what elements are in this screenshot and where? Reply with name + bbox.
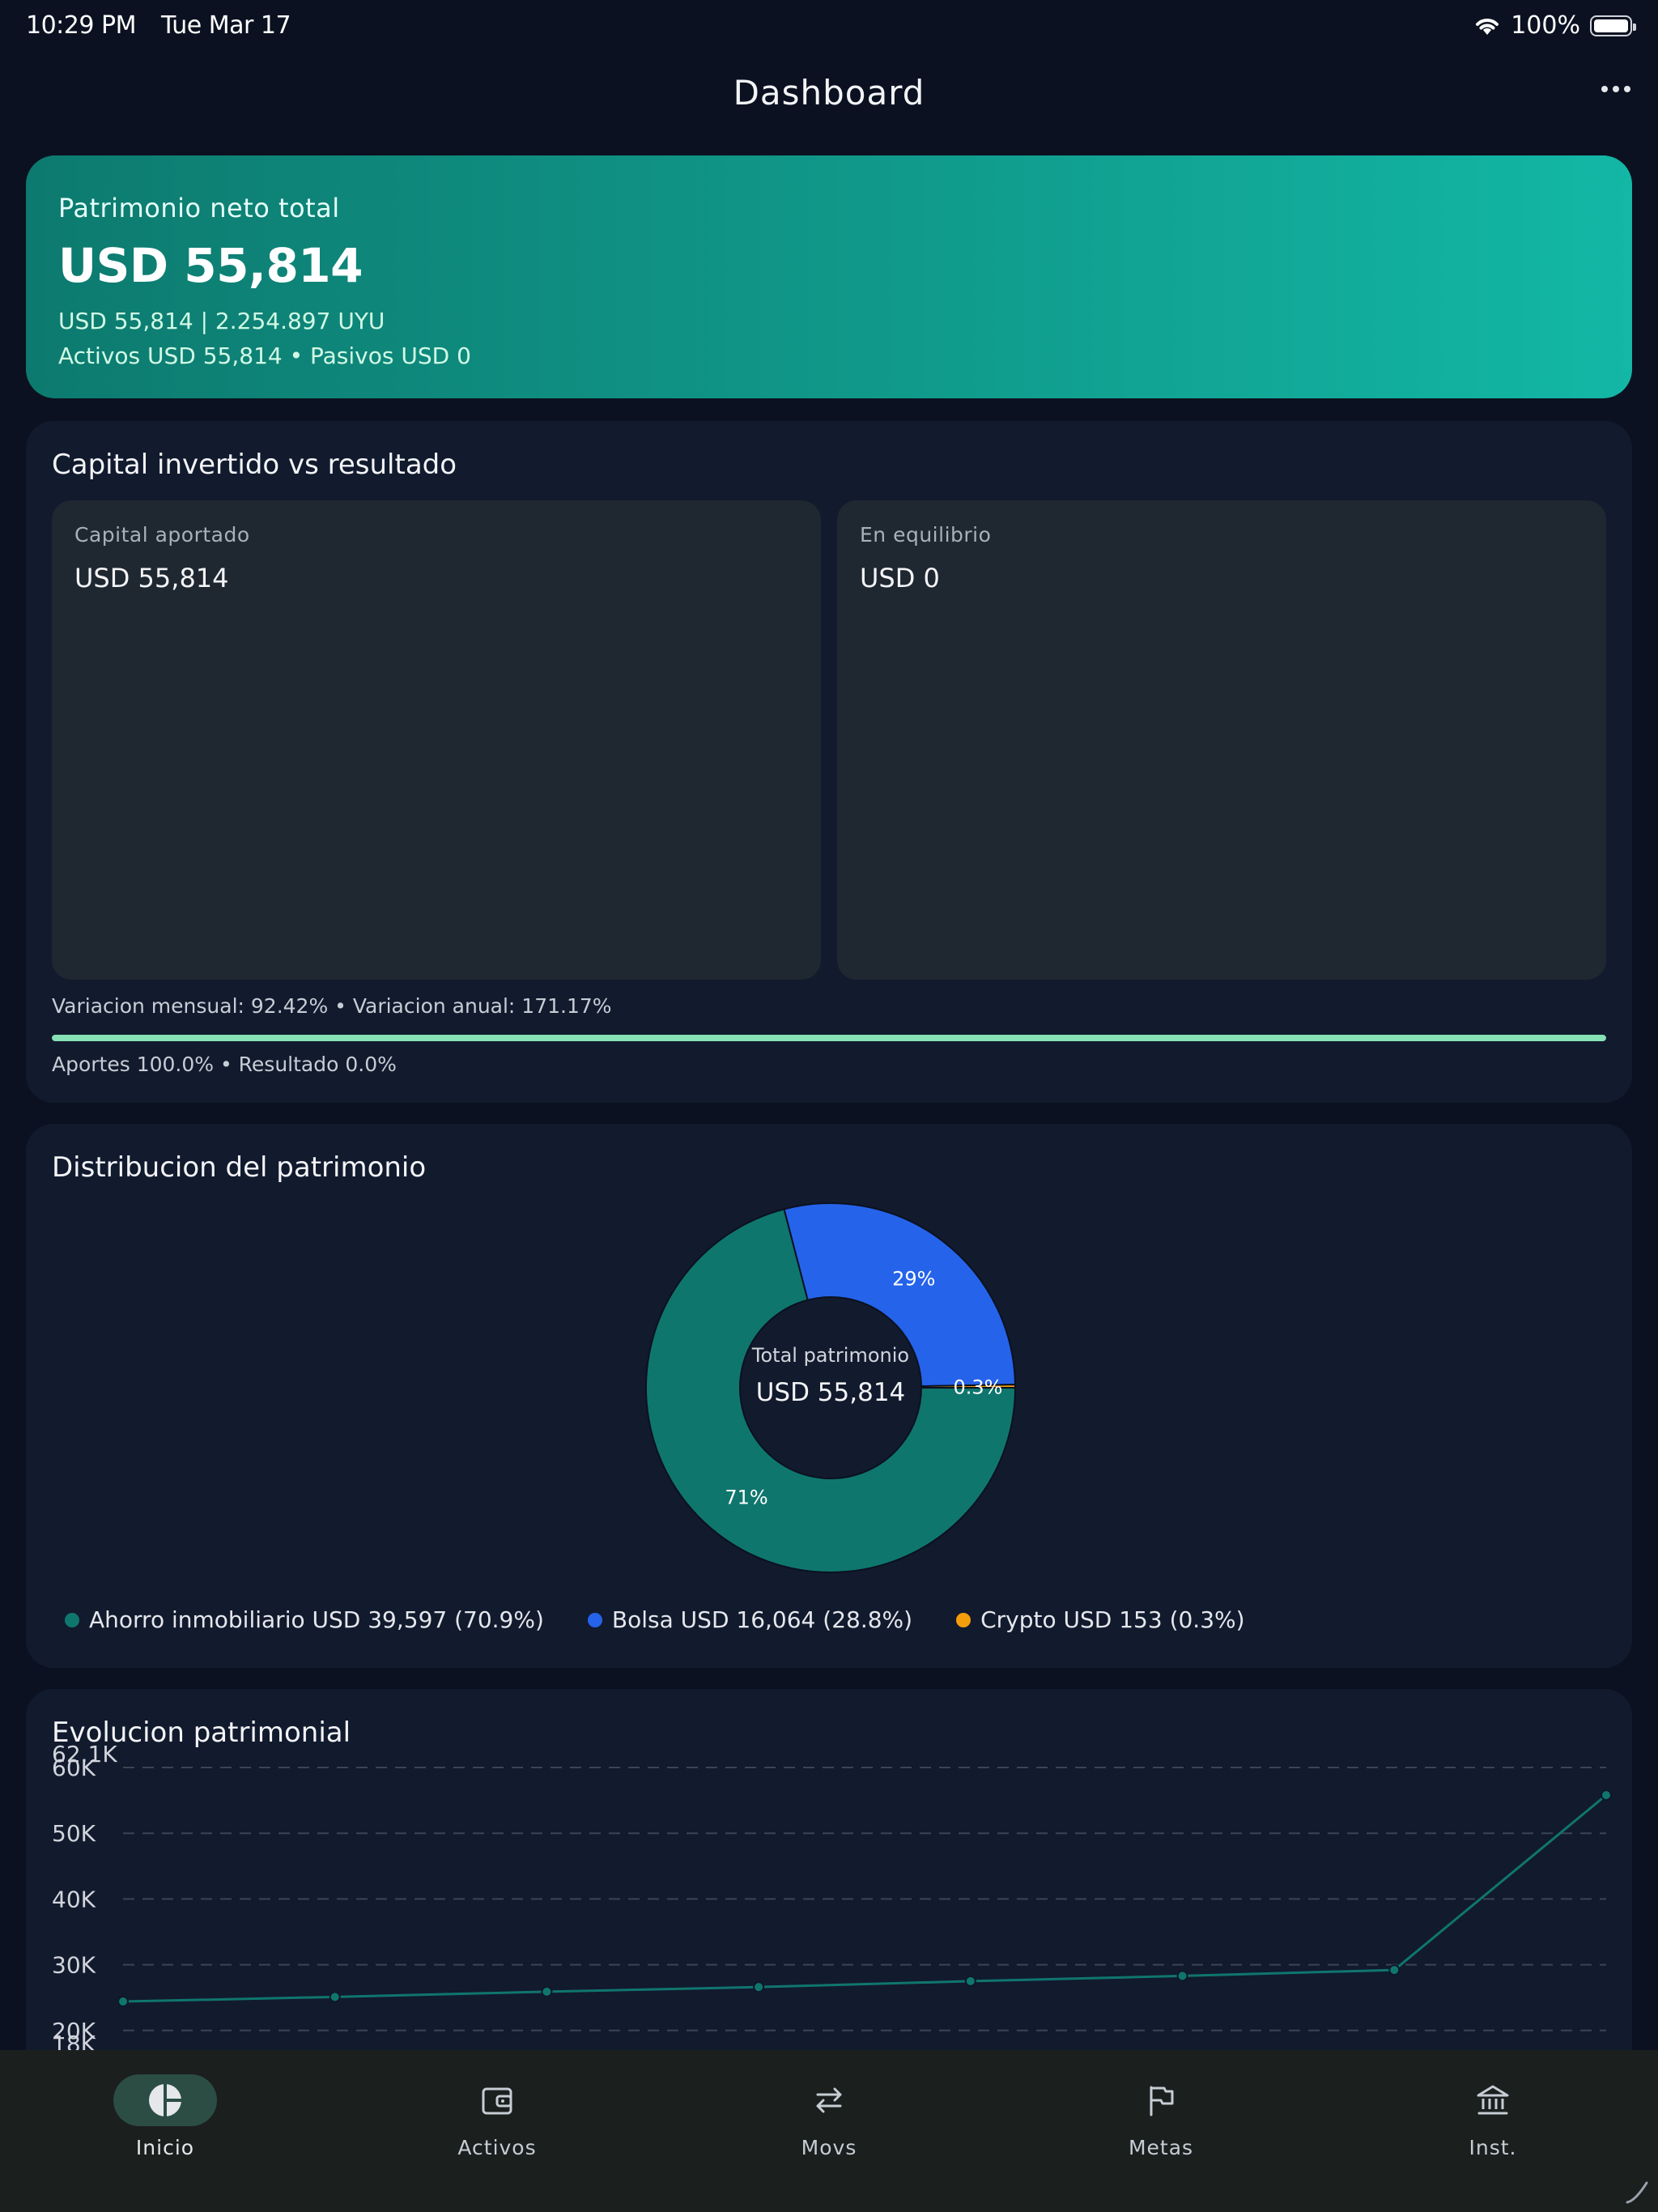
breakeven-tile: En equilibrio USD 0 [837, 500, 1606, 980]
donut-chart-wrap: 71% 29% 0.3% Total patrimonio USD 55,814 [643, 1200, 1018, 1576]
data-point [1601, 1789, 1612, 1802]
flag-icon [1150, 2086, 1174, 2116]
tab-metas[interactable]: Metas [1080, 2074, 1242, 2159]
y-tick-label: 20K [52, 2018, 96, 2044]
progress-caption: Aportes 100.0% • Resultado 0.0% [52, 1053, 397, 1076]
y-tick-label: 60K [52, 1755, 96, 1781]
donut-slice-ahorro-inmobiliario [645, 1208, 1017, 1573]
more-options-button[interactable] [1601, 86, 1630, 92]
status-bar: 10:29 PM Tue Mar 17 100% [0, 0, 1658, 52]
more-dot-icon [1601, 86, 1608, 92]
legend-label: Ahorro inmobiliario USD 39,597 (70.9%) [89, 1606, 544, 1633]
contribution-progress-bar [52, 1035, 1606, 1041]
tile-value: USD 55,814 [74, 563, 229, 593]
tab-icon-wrap [777, 2074, 881, 2126]
tab-inst[interactable]: Inst. [1412, 2074, 1574, 2159]
page-title: Dashboard [733, 73, 925, 113]
data-point [117, 1996, 129, 2008]
data-point [1176, 1970, 1188, 1982]
legend-item: Bolsa USD 16,064 (28.8%) [587, 1606, 913, 1633]
legend-dot-icon [65, 1612, 79, 1627]
status-right: 100% [1473, 11, 1636, 40]
resize-handle-icon [1626, 2181, 1648, 2204]
tab-label: Movs [801, 2136, 857, 2159]
tab-label: Inicio [135, 2136, 195, 2159]
tab-label: Activos [457, 2136, 537, 2159]
legend-item: Crypto USD 153 (0.3%) [956, 1606, 1245, 1633]
status-date: Tue Mar 17 [161, 11, 291, 40]
transfer-arrows-icon [816, 2087, 842, 2113]
legend-dot-icon [587, 1612, 602, 1627]
progress-fill [52, 1035, 1606, 1041]
capital-contributed-tile: Capital aportado USD 55,814 [52, 500, 821, 980]
card-title: Evolucion patrimonial [52, 1716, 351, 1749]
legend-label: Bolsa USD 16,064 (28.8%) [611, 1606, 913, 1633]
legend-label: Crypto USD 153 (0.3%) [980, 1606, 1245, 1633]
tab-icon-highlight [113, 2074, 217, 2126]
donut-chart: 71% 29% 0.3% [645, 1202, 1017, 1573]
tab-label: Inst. [1469, 2136, 1517, 2159]
legend-dot-icon [956, 1612, 971, 1627]
pie-chart-icon [149, 2084, 181, 2116]
tile-label: En equilibrio [860, 523, 992, 547]
tab-icon-wrap [445, 2074, 549, 2126]
battery-icon [1590, 15, 1636, 36]
tab-bar: Inicio Activos Movs Metas [0, 2050, 1658, 2212]
tile-value: USD 0 [860, 563, 940, 593]
series-line [122, 1793, 1607, 2003]
distribution-legend: Ahorro inmobiliario USD 39,597 (70.9%) Bo… [65, 1606, 1245, 1633]
assets-liabilities-summary: Activos USD 55,814 • Pasivos USD 0 [58, 342, 471, 369]
data-point [541, 1985, 553, 1997]
card-title: Distribucion del patrimonio [52, 1151, 427, 1184]
donut-slice-crypto [920, 1384, 1017, 1389]
tile-label: Capital aportado [74, 523, 250, 547]
tab-label: Metas [1128, 2136, 1194, 2159]
battery-percent: 100% [1511, 11, 1580, 40]
status-time: 10:29 PM [26, 11, 136, 40]
donut-center: Total patrimonio USD 55,814 [643, 1200, 1018, 1576]
donut-slice-bolsa [783, 1202, 1016, 1388]
data-point [753, 1981, 765, 1993]
tab-movs[interactable]: Movs [748, 2074, 910, 2159]
variation-text: Variacion mensual: 92.42% • Variacion an… [52, 994, 612, 1018]
data-point [329, 1991, 341, 2003]
wallet-icon [482, 2087, 512, 2115]
bank-icon [1477, 2085, 1509, 2115]
capital-vs-result-card: Capital invertido vs resultado Capital a… [26, 421, 1632, 1103]
donut-center-label: Total patrimonio [751, 1344, 910, 1367]
net-worth-card: Patrimonio neto total USD 55,814 USD 55,… [26, 155, 1632, 398]
net-worth-currencies: USD 55,814 | 2.254.897 UYU [58, 308, 385, 334]
y-tick-label: 40K [52, 1886, 96, 1912]
distribution-card: Distribucion del patrimonio 71% 29% 0.3% T… [26, 1124, 1632, 1668]
donut-slice-label: 29% [892, 1268, 935, 1291]
data-point [1388, 1964, 1401, 1976]
tab-icon-wrap [1441, 2074, 1545, 2126]
net-worth-label: Patrimonio neto total [58, 193, 340, 223]
tab-activos[interactable]: Activos [416, 2074, 578, 2159]
status-left: 10:29 PM Tue Mar 17 [26, 11, 291, 40]
more-dot-icon [1613, 86, 1619, 92]
net-worth-value: USD 55,814 [58, 238, 363, 293]
tab-icon-wrap [1109, 2074, 1213, 2126]
donut-slice-label: 0.3% [954, 1376, 1003, 1398]
donut-slice-label: 71% [725, 1487, 767, 1509]
y-tick-label: 50K [52, 1820, 96, 1847]
donut-center-value: USD 55,814 [755, 1378, 906, 1407]
more-dot-icon [1624, 86, 1630, 92]
y-tick-label: 30K [52, 1952, 96, 1979]
legend-item: Ahorro inmobiliario USD 39,597 (70.9%) [65, 1606, 544, 1633]
y-max-label: 62.1K [52, 1741, 117, 1767]
data-point [964, 1975, 976, 1987]
tab-inicio[interactable]: Inicio [84, 2074, 246, 2159]
wifi-icon [1476, 18, 1499, 35]
card-title: Capital invertido vs resultado [52, 449, 457, 481]
